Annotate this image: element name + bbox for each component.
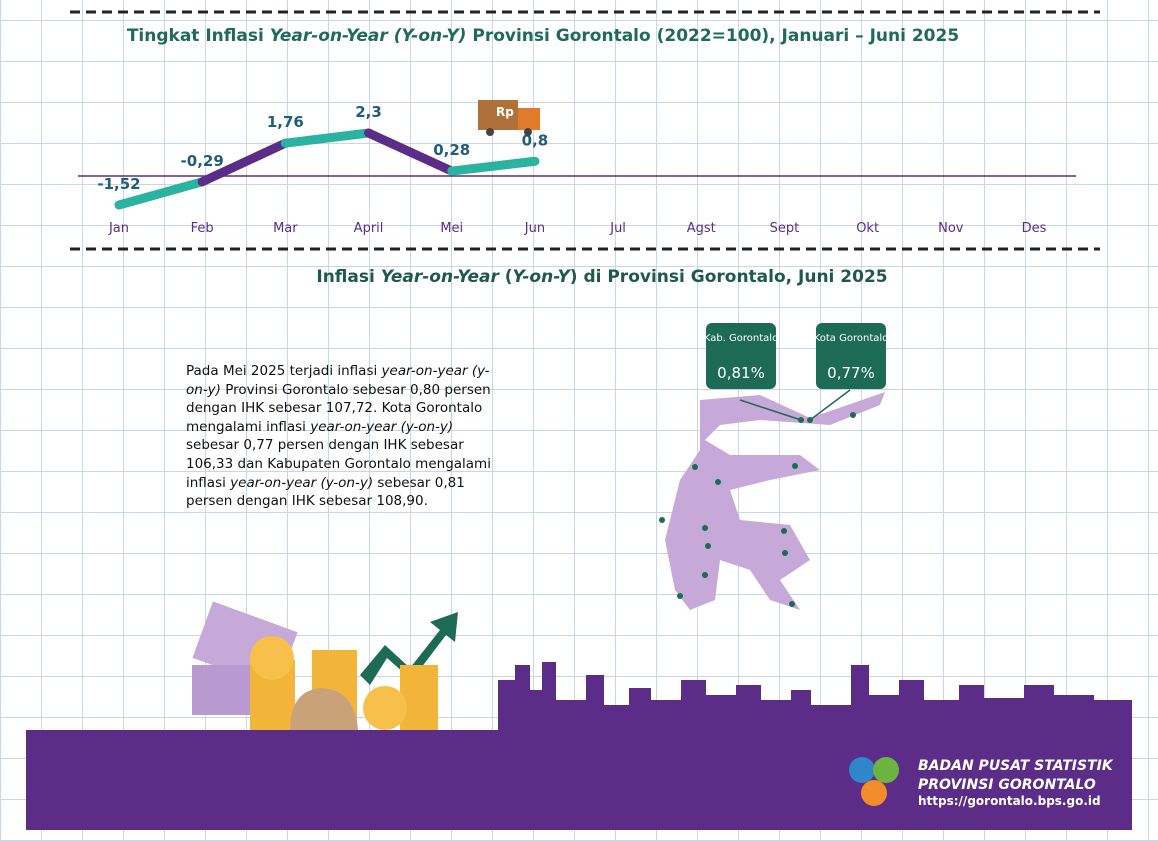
chart-title: Tingkat Inflasi Year-on-Year (Y-on-Y) Pr… [127,26,959,46]
money-illustration [192,601,458,730]
footer-band [26,730,1132,830]
text: year-on-year (y-on-y) [310,418,454,435]
map [665,392,885,610]
line-segment [197,138,290,187]
x-tick-label: Jun [524,221,545,236]
text: Provinsi Gorontalo sebesar 0,80 persen d… [186,381,491,435]
x-tick-label: Sept [770,221,800,236]
x-tick-label: Jan [108,221,129,236]
callout-value: 0,81% [717,364,765,382]
x-tick-label: Okt [856,221,879,236]
x-tick-label: Des [1022,221,1047,236]
footer-org: BADAN PUSAT STATISTIK [918,758,1114,774]
x-tick-label: April [354,221,384,236]
callout-name: Kota Gorontalo [814,333,889,344]
skyline [498,662,1132,740]
text: year-on-year (y-on-y) [230,474,374,491]
line-segment [280,128,374,148]
line-segment [447,156,540,176]
data-label: 0,28 [433,141,470,159]
line-segment [114,177,207,210]
x-tick-label: Feb [191,221,214,236]
text: year-on-year (y-on-y) [186,363,490,398]
data-label: -0,29 [181,152,224,170]
footer-url: https://gorontalo.bps.go.id [918,794,1101,808]
x-tick-label: Jul [609,221,626,236]
callout-name: Kab. Gorontalo [704,333,778,344]
truck: Rp [478,100,540,136]
pointer [809,389,851,421]
truck-label: Rp [496,105,514,119]
description: Pada Mei 2025 terjadi inflasi year-on-ye… [186,362,492,511]
text: sebesar 0,81 persen dengan IHK sebesar 1… [186,474,465,510]
callout: Kab. Gorontalo 0,81% [704,323,778,389]
logo [849,757,899,806]
data-label: 2,3 [355,103,382,121]
pointer [739,399,802,421]
x-tick-label: Agst [687,221,716,236]
data-label: 1,76 [267,113,304,131]
text: sebesar 0,77 persen dengan IHK sebesar 1… [186,437,491,491]
text: Pada Mei 2025 terjadi inflasi [186,363,382,379]
section-title: Inflasi Year-on-Year (Y-on-Y) di Provins… [316,267,887,287]
callout-value: 0,77% [827,364,875,382]
x-tick-label: Mar [273,221,298,236]
line-segment [364,128,457,176]
x-tick-label: Mei [440,221,463,236]
footer-region: PROVINSI GORONTALO [918,777,1096,793]
data-label: -1,52 [97,175,140,193]
callout: Kota Gorontalo 0,77% [814,323,889,389]
x-tick-label: Nov [938,221,964,236]
